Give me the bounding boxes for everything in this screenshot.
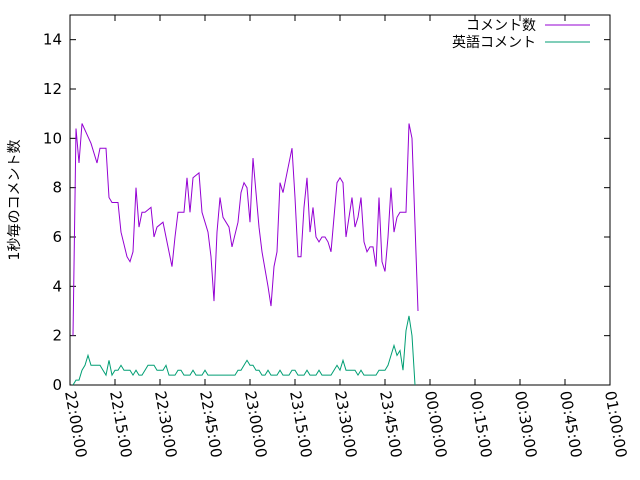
x-tick-label: 22:00:00 xyxy=(61,390,90,459)
y-tick-label: 10 xyxy=(43,129,62,147)
y-tick-label: 8 xyxy=(52,179,62,197)
x-tick-label: 00:45:00 xyxy=(556,390,585,459)
series-line-2 xyxy=(72,315,416,386)
y-axis-ticks: 0 2 4 6 8 10 12 14 xyxy=(43,31,610,394)
legend-label-2: 英語コメント xyxy=(452,34,536,51)
x-tick-label: 01:00:00 xyxy=(601,390,630,459)
series-layer xyxy=(72,123,419,386)
plot-frame xyxy=(69,14,611,386)
y-tick-label: 4 xyxy=(52,277,62,295)
legend-label-1: コメント数 xyxy=(466,18,536,34)
x-tick-label: 00:30:00 xyxy=(511,390,540,459)
x-tick-label: 22:45:00 xyxy=(196,390,225,459)
y-axis-label: 1秒毎のコメント数 xyxy=(7,140,23,261)
y-tick-label: 14 xyxy=(43,31,62,49)
y-tick-label: 2 xyxy=(52,327,62,345)
x-tick-label: 23:30:00 xyxy=(331,390,360,459)
series-line-1 xyxy=(72,123,419,336)
x-tick-label: 00:00:00 xyxy=(421,390,450,459)
y-tick-label: 0 xyxy=(52,376,62,394)
x-tick-label: 23:45:00 xyxy=(376,390,405,459)
x-tick-label: 23:15:00 xyxy=(286,390,315,459)
x-tick-label: 22:30:00 xyxy=(151,390,180,459)
y-tick-label: 6 xyxy=(52,228,62,246)
x-tick-label: 00:15:00 xyxy=(466,390,495,459)
x-tick-label: 22:15:00 xyxy=(106,390,135,459)
y-tick-label: 12 xyxy=(43,80,62,98)
x-tick-label: 23:00:00 xyxy=(241,390,270,459)
